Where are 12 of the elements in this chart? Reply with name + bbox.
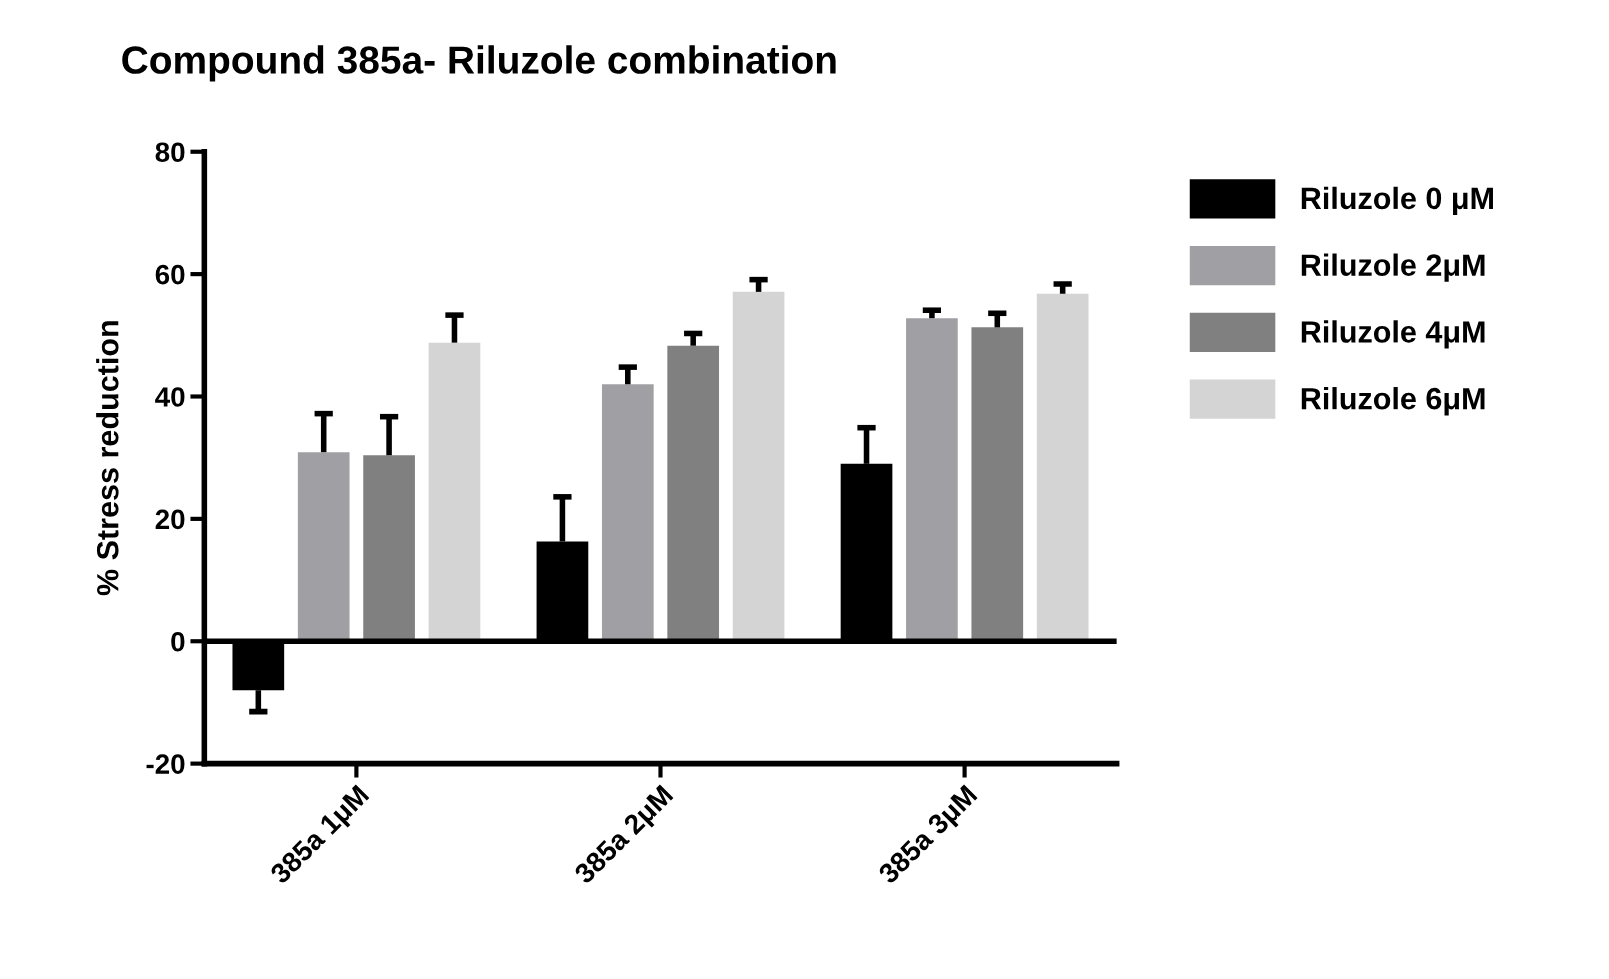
chart-title: Compound 385a- Riluzole combination <box>122 45 836 82</box>
y-tick-label: 60 <box>155 264 185 285</box>
legend-label: Riluzole 4μM <box>1301 320 1485 349</box>
y-tick-label: 40 <box>155 387 185 407</box>
legend-label: Riluzole 6μM <box>1301 387 1485 416</box>
legend-label: Riluzole 2μM <box>1301 253 1485 282</box>
y-axis-title: % Stress reduction <box>96 321 119 596</box>
legend-label: Riluzole 0 μM <box>1301 186 1493 216</box>
y-tick-label: 0 <box>171 631 185 652</box>
y-tick-label: -20 <box>146 754 185 774</box>
y-tick-label: 20 <box>155 509 185 530</box>
y-tick-label: 80 <box>155 142 185 163</box>
